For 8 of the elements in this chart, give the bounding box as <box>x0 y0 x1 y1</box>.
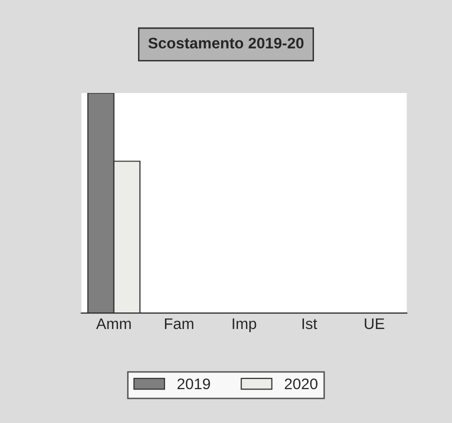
x-tick-label: Ist <box>302 318 318 330</box>
legend-label: 2020 <box>284 378 318 390</box>
x-tick-label: UE <box>364 318 384 330</box>
x-tick-label: Imp <box>232 318 256 332</box>
x-tick-label: Fam <box>164 318 194 330</box>
x-tick-label: Amm <box>96 318 131 329</box>
legend-label: 2019 <box>178 378 210 390</box>
chart-title: Scostamento 2019-20 <box>148 38 304 49</box>
